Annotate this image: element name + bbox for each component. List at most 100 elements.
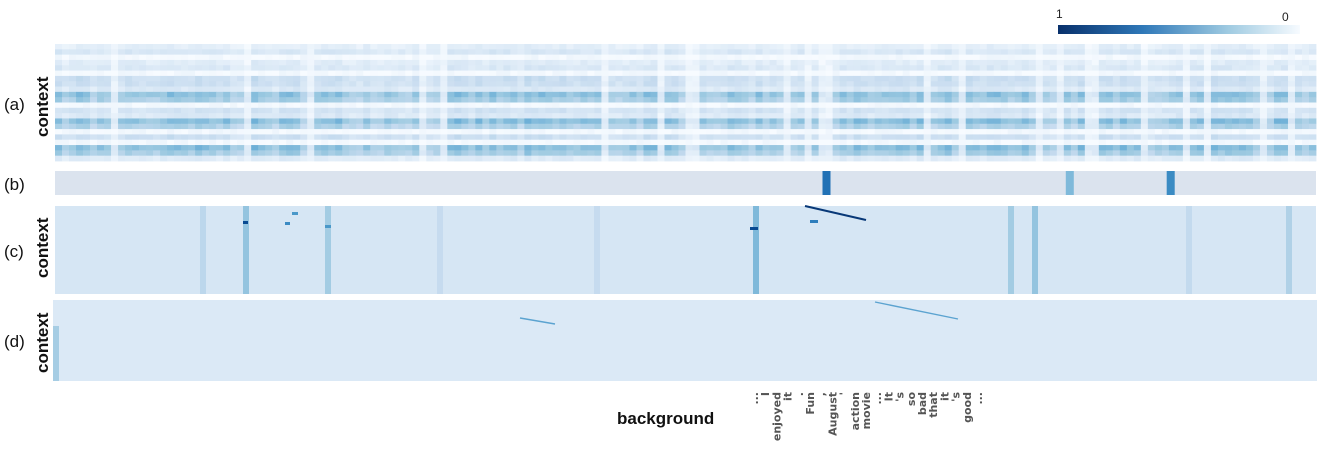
- heatmap-cell: [566, 70, 574, 77]
- heatmap-cell: [993, 97, 1002, 103]
- heatmap-cell: [405, 91, 413, 98]
- heatmap-cell: [692, 75, 700, 82]
- heatmap-cell: [349, 129, 357, 135]
- heatmap-cell: [489, 123, 497, 130]
- heatmap-cell: [83, 107, 91, 114]
- heatmap-cell: [587, 139, 595, 146]
- heatmap-cell: [1259, 134, 1268, 141]
- heatmap-cell: [97, 150, 105, 157]
- heatmap-cell: [594, 139, 602, 146]
- heatmap-cell: [538, 155, 546, 162]
- heatmap-cell: [55, 107, 63, 114]
- heatmap-cell: [769, 54, 777, 61]
- heatmap-cell: [181, 86, 189, 93]
- heatmap-cell: [251, 139, 259, 146]
- heatmap-cell: [1280, 129, 1289, 135]
- heatmap-cell: [202, 139, 210, 146]
- heatmap-cell: [349, 49, 357, 56]
- heatmap-cell: [412, 155, 420, 162]
- heatmap-cell: [419, 75, 427, 82]
- heatmap-cell: [118, 123, 126, 130]
- heatmap-cell: [755, 59, 763, 66]
- heatmap-cell: [608, 107, 616, 114]
- heatmap-cell: [1112, 107, 1121, 114]
- heatmap-cell: [986, 145, 995, 151]
- heatmap-cell: [643, 145, 651, 151]
- heatmap-cell: [482, 129, 490, 135]
- heatmap-cell: [741, 86, 749, 93]
- heatmap-cell: [1014, 123, 1023, 130]
- heatmap-cell: [622, 113, 630, 119]
- heatmap-cell: [1203, 49, 1212, 56]
- heatmap-cell: [1042, 70, 1051, 77]
- heatmap-cell: [790, 145, 798, 151]
- heatmap-cell: [146, 44, 154, 50]
- heatmap-cell: [818, 65, 827, 71]
- heatmap-cell: [111, 59, 119, 66]
- heatmap-cell: [573, 150, 581, 157]
- heatmap-cell: [706, 107, 714, 114]
- heatmap-cell: [678, 81, 686, 87]
- heatmap-cell: [517, 44, 525, 50]
- heatmap-cell: [552, 59, 560, 66]
- heatmap-cell: [930, 44, 939, 50]
- heatmap-cell: [986, 70, 995, 77]
- heatmap-cell: [545, 150, 553, 157]
- heatmap-cell: [748, 81, 756, 87]
- heatmap-cell: [720, 81, 728, 87]
- heatmap-cell: [545, 44, 553, 50]
- panel-c-stripe: [243, 206, 249, 294]
- heatmap-cell: [1014, 65, 1023, 71]
- heatmap-cell: [286, 150, 294, 157]
- heatmap-cell: [692, 49, 700, 56]
- heatmap-cell: [713, 81, 721, 87]
- heatmap-cell: [972, 118, 981, 125]
- heatmap-cell: [461, 107, 469, 114]
- heatmap-cell: [769, 107, 777, 114]
- heatmap-cell: [650, 44, 658, 50]
- heatmap-cell: [643, 70, 651, 77]
- heatmap-cell: [622, 91, 630, 98]
- heatmap-cell: [601, 113, 609, 119]
- heatmap-cell: [1119, 134, 1128, 141]
- heatmap-cell: [160, 59, 168, 66]
- heatmap-cell: [1133, 150, 1142, 157]
- heatmap-cell: [1287, 134, 1296, 141]
- heatmap-cell: [531, 134, 539, 141]
- heatmap-cell: [468, 86, 476, 93]
- heatmap-cell: [650, 155, 658, 162]
- heatmap-cell: [195, 134, 203, 141]
- heatmap-cell: [1217, 102, 1226, 109]
- heatmap-cell: [1049, 139, 1058, 146]
- heatmap-cell: [650, 145, 658, 151]
- heatmap-cell: [314, 118, 322, 125]
- heatmap-cell: [783, 59, 791, 66]
- heatmap-cell: [426, 107, 434, 114]
- heatmap-cell: [818, 107, 827, 114]
- heatmap-cell: [748, 107, 756, 114]
- heatmap-cell: [454, 65, 462, 71]
- heatmap-cell: [797, 97, 805, 103]
- heatmap-cell: [489, 75, 497, 82]
- heatmap-cell: [1224, 102, 1233, 109]
- heatmap-cell: [1070, 102, 1079, 109]
- heatmap-cell: [237, 70, 245, 77]
- heatmap-cell: [496, 123, 504, 130]
- heatmap-cell: [216, 118, 224, 125]
- heatmap-cell: [1189, 145, 1198, 151]
- heatmap-cell: [209, 49, 217, 56]
- heatmap-cell: [244, 129, 252, 135]
- heatmap-cell: [328, 139, 336, 146]
- heatmap-cell: [1301, 91, 1310, 98]
- heatmap-cell: [461, 81, 469, 87]
- heatmap-cell: [601, 129, 609, 135]
- heatmap-cell: [664, 102, 672, 109]
- heatmap-cell: [1105, 150, 1114, 157]
- heatmap-cell: [552, 145, 560, 151]
- heatmap-cell: [846, 75, 855, 82]
- heatmap-cell: [1084, 145, 1093, 151]
- heatmap-cell: [636, 81, 644, 87]
- heatmap-cell: [454, 81, 462, 87]
- heatmap-cell: [622, 123, 630, 130]
- heatmap-cell: [937, 102, 946, 109]
